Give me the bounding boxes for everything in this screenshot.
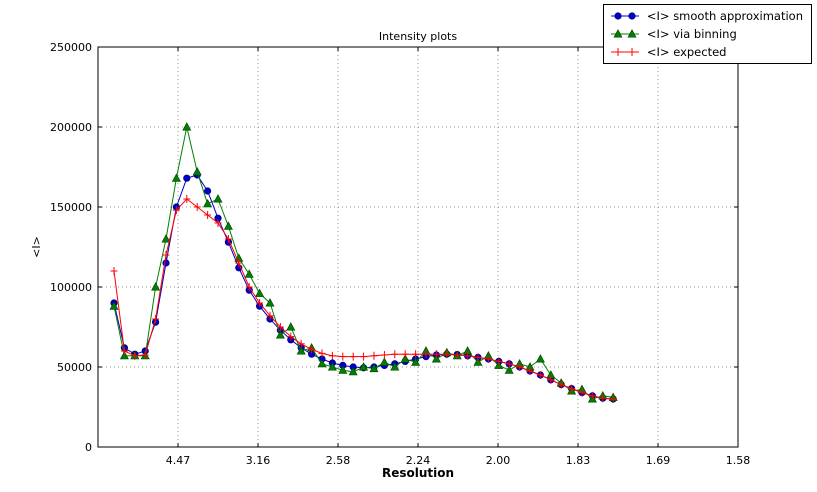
x-tick-label: 1.69 — [646, 454, 671, 467]
x-tick-label: 3.16 — [246, 454, 271, 467]
y-tick-label: 250000 — [50, 41, 92, 54]
x-tick-label: 1.83 — [566, 454, 591, 467]
y-tick-label: 200000 — [50, 121, 92, 134]
x-tick-label: 2.00 — [486, 454, 511, 467]
x-tick-label: 2.58 — [326, 454, 351, 467]
legend-item-via-binning: <I> via binning — [609, 25, 803, 43]
series-2 — [110, 195, 617, 403]
legend-item-smooth-approximation: <I> smooth approximation — [609, 7, 803, 25]
y-axis-label: <I> — [30, 236, 43, 258]
legend-marker-triangle — [609, 27, 641, 41]
legend-label: <I> via binning — [646, 27, 737, 41]
legend: <I> smooth approximation <I> via binning… — [602, 4, 812, 64]
x-tick-label: 2.24 — [406, 454, 431, 467]
legend-marker-plus — [609, 45, 641, 59]
x-tick-label: 4.47 — [166, 454, 191, 467]
y-tick-label: 50000 — [57, 361, 92, 374]
x-tick-label: 1.58 — [726, 454, 751, 467]
legend-label: <I> expected — [646, 45, 727, 59]
legend-item-expected: <I> expected — [609, 43, 803, 61]
x-axis-label: Resolution — [382, 466, 454, 480]
y-tick-label: 100000 — [50, 281, 92, 294]
chart-title: Intensity plots — [379, 30, 457, 43]
legend-label: <I> smooth approximation — [646, 9, 803, 23]
y-tick-label: 0 — [85, 441, 92, 454]
legend-marker-circle — [609, 9, 641, 23]
grid-lines — [98, 46, 739, 448]
y-tick-label: 150000 — [50, 201, 92, 214]
